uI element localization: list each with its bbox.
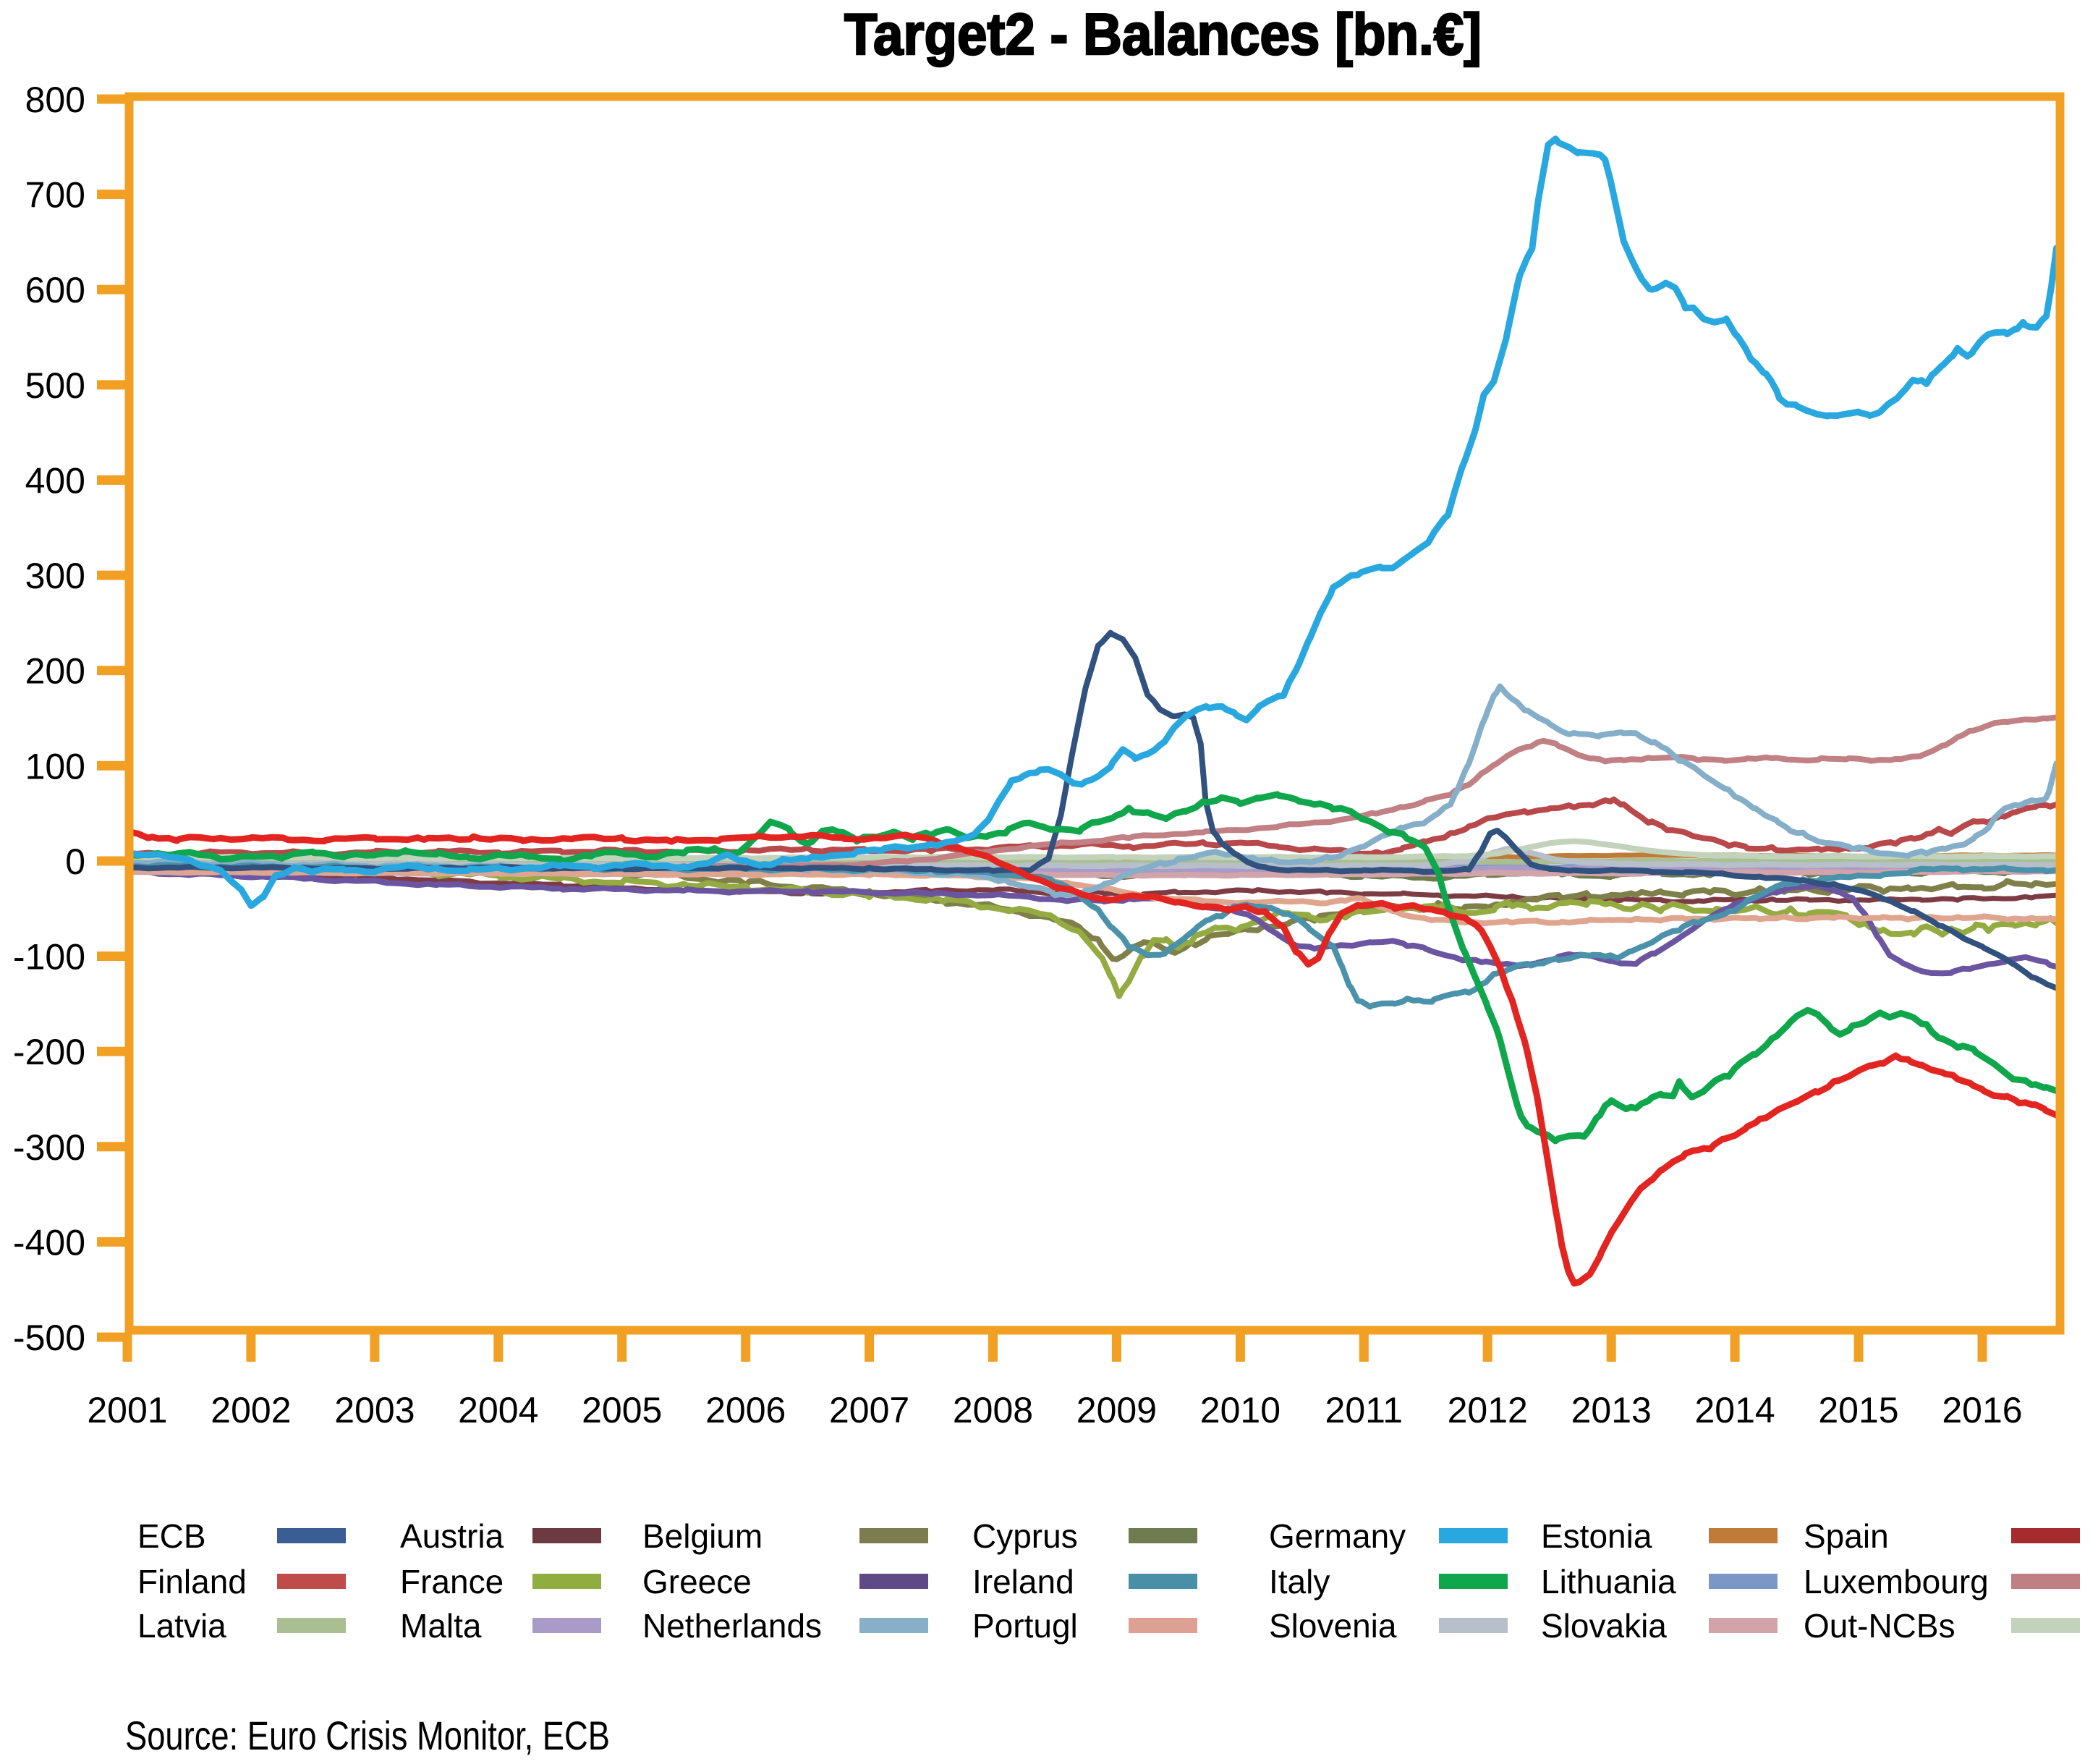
svg-text:-300: -300 [13,1127,85,1168]
svg-text:0: 0 [65,841,85,882]
svg-text:Luxembourg: Luxembourg [1804,1563,1989,1600]
svg-text:Slovakia: Slovakia [1541,1607,1667,1645]
svg-text:Austria: Austria [400,1517,504,1555]
svg-text:200: 200 [25,651,85,692]
svg-text:2008: 2008 [953,1390,1033,1430]
svg-text:Italy: Italy [1269,1563,1330,1600]
svg-text:Greece: Greece [642,1563,752,1600]
svg-text:-200: -200 [13,1032,85,1072]
svg-text:400: 400 [25,461,85,501]
svg-text:2014: 2014 [1694,1390,1775,1430]
svg-text:-400: -400 [13,1222,85,1263]
svg-text:2016: 2016 [1942,1390,2022,1430]
svg-text:Slovenia: Slovenia [1269,1607,1397,1645]
svg-text:600: 600 [25,270,85,310]
svg-text:Out-NCBs: Out-NCBs [1804,1607,1955,1645]
svg-text:ECB: ECB [137,1517,206,1555]
svg-text:-500: -500 [13,1318,85,1358]
svg-text:100: 100 [25,746,85,786]
svg-text:2002: 2002 [211,1390,291,1430]
svg-text:Finland: Finland [137,1563,247,1600]
svg-text:Target2 - Balances [bn.€]: Target2 - Balances [bn.€] [844,2,1482,67]
svg-text:2006: 2006 [705,1390,786,1430]
svg-text:800: 800 [25,80,85,120]
svg-text:2009: 2009 [1076,1390,1157,1430]
svg-text:-100: -100 [13,937,85,978]
svg-text:France: France [400,1563,504,1600]
svg-text:Source: Euro Crisis Monitor, E: Source: Euro Crisis Monitor, ECB [125,1713,610,1758]
svg-text:Germany: Germany [1269,1517,1406,1555]
svg-text:Netherlands: Netherlands [642,1607,822,1645]
svg-text:Ireland: Ireland [972,1563,1074,1600]
svg-text:Lithuania: Lithuania [1541,1563,1676,1600]
svg-text:2011: 2011 [1325,1390,1403,1430]
svg-text:2004: 2004 [458,1390,538,1430]
svg-text:2003: 2003 [334,1390,415,1430]
svg-text:2013: 2013 [1571,1390,1652,1430]
svg-text:Estonia: Estonia [1541,1517,1652,1555]
svg-text:Cyprus: Cyprus [972,1517,1078,1555]
svg-text:2010: 2010 [1200,1390,1281,1430]
svg-text:2012: 2012 [1448,1390,1528,1430]
svg-text:Latvia: Latvia [137,1607,226,1645]
svg-text:700: 700 [25,175,85,216]
svg-text:2005: 2005 [582,1390,662,1430]
svg-text:Spain: Spain [1804,1517,1889,1555]
svg-text:2015: 2015 [1818,1390,1898,1430]
svg-text:Belgium: Belgium [642,1517,763,1555]
svg-text:2001: 2001 [87,1390,167,1430]
svg-text:300: 300 [25,556,85,596]
svg-text:Malta: Malta [400,1607,482,1645]
svg-text:500: 500 [25,365,85,406]
svg-text:Portugl: Portugl [972,1607,1078,1645]
svg-text:2007: 2007 [829,1390,909,1430]
